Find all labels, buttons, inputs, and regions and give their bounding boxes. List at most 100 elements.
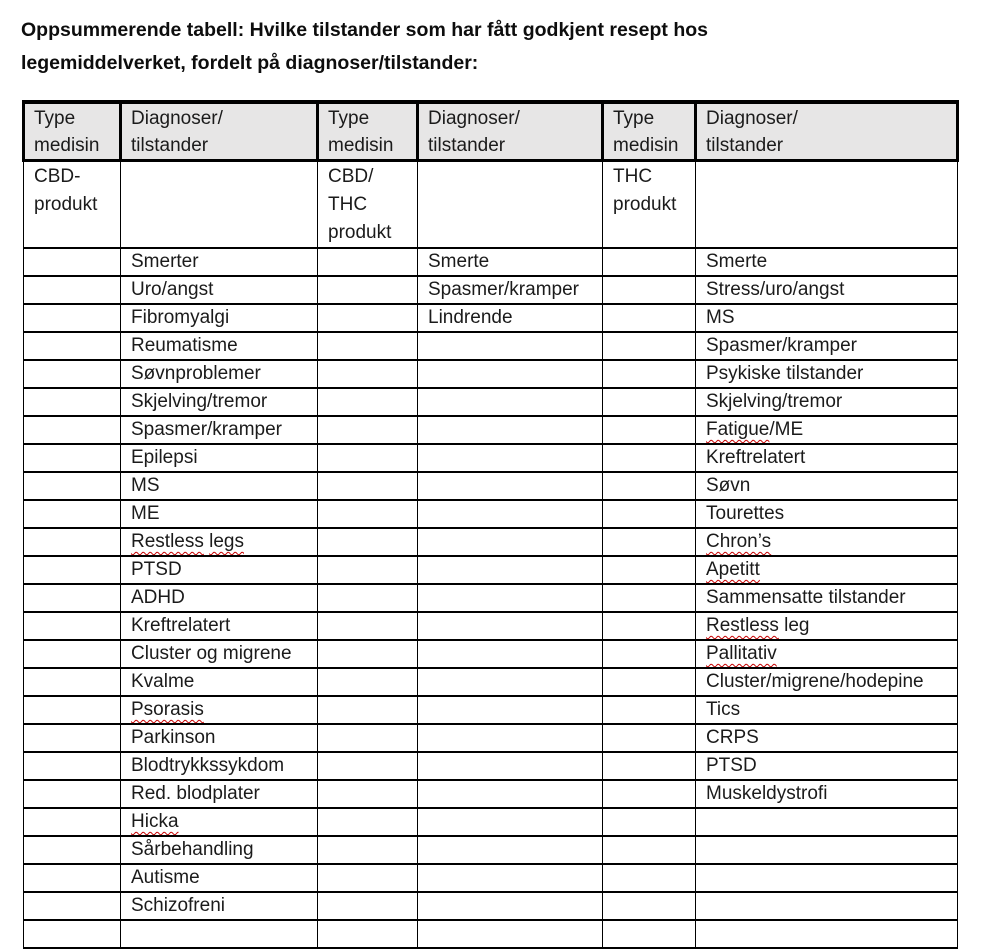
misspelled-text: legs [209, 531, 244, 552]
diagnosis-text: Fibromyalgi [131, 307, 230, 328]
misspelled-text: Fatigue [706, 419, 770, 440]
empty-cell [317, 471, 418, 501]
empty-cell [602, 555, 696, 585]
empty-cell [23, 863, 121, 893]
empty-cell [417, 667, 603, 697]
empty-cell [417, 611, 603, 641]
diagnosis-text: Smerter [131, 251, 199, 272]
empty-cell [317, 359, 418, 389]
diagnosis-cell: Psorasis [120, 695, 318, 725]
empty-cell [417, 555, 603, 585]
empty-cell [417, 387, 603, 417]
diagnosis-cell: Schizofreni [120, 891, 318, 921]
diagnosis-cell: Tics [695, 695, 958, 725]
diagnosis-text: Red. blodplater [131, 783, 260, 804]
diagnosis-cell: Lindrende [417, 303, 603, 333]
empty-cell [602, 303, 696, 333]
table-row: Spasmer/kramper Fatigue/ME [23, 415, 958, 445]
diagnosis-cell: Sammensatte tilstander [695, 583, 958, 613]
misspelled-text: Hicka [131, 811, 179, 832]
diagnosis-text: ADHD [131, 587, 185, 608]
diagnosis-text: /ME [769, 419, 804, 440]
empty-cell [417, 695, 603, 725]
diagnosis-cell: Blodtrykkssykdom [120, 751, 318, 781]
diagnosis-cell: Søvn [695, 471, 958, 501]
empty-cell [23, 471, 121, 501]
empty-cell [602, 919, 696, 949]
diagnosis-text: Muskeldystrofi [706, 783, 828, 804]
diagnosis-text: Kvalme [131, 671, 195, 692]
empty-cell [317, 583, 418, 613]
empty-cell [317, 639, 418, 669]
column-header: Diagnoser/ tilstander [416, 100, 604, 162]
empty-cell [317, 387, 418, 417]
empty-cell [602, 471, 696, 501]
diagnosis-text: Uro/angst [131, 279, 214, 300]
column-header: Type medisin [316, 100, 419, 162]
diagnosis-text: Blodtrykkssykdom [131, 755, 285, 776]
diagnosis-cell: Uro/angst [120, 275, 318, 305]
empty-cell [417, 863, 603, 893]
empty-cell [23, 695, 121, 725]
empty-cell [317, 835, 418, 865]
diagnosis-text: Parkinson [131, 727, 216, 748]
diagnosis-text: Lindrende [428, 307, 513, 328]
empty-cell [602, 751, 696, 781]
diagnosis-cell: Restless leg [695, 611, 958, 641]
diagnosis-cell: ADHD [120, 583, 318, 613]
table-row: Cluster og migrene Pallitativ [23, 639, 958, 669]
diagnosis-cell: Skjelving/tremor [695, 387, 958, 417]
table-row: PTSD Apetitt [23, 555, 958, 585]
empty-cell [602, 835, 696, 865]
diagnosis-cell: Chron’s [695, 527, 958, 557]
diagnosis-text: Tics [706, 699, 741, 720]
diagnosis-cell: Red. blodplater [120, 779, 318, 809]
empty-cell [317, 667, 418, 697]
empty-cell [23, 835, 121, 865]
diagnosis-cell: Autisme [120, 863, 318, 893]
empty-cell [23, 891, 121, 921]
diagnosis-cell: Smerter [120, 247, 318, 277]
column-header: Diagnoser/ tilstander [119, 100, 319, 162]
empty-cell [602, 583, 696, 613]
empty-cell [602, 723, 696, 753]
misspelled-text: Apetitt [706, 559, 760, 580]
misspelled-text: Psorasis [131, 699, 204, 720]
empty-cell [417, 331, 603, 361]
empty-cell [417, 891, 603, 921]
empty-cell [317, 555, 418, 585]
empty-cell [602, 863, 696, 893]
diagnosis-cell: Kreftrelatert [695, 443, 958, 473]
empty-cell [23, 443, 121, 473]
empty-cell [23, 331, 121, 361]
diagnosis-text: Sårbehandling [131, 839, 254, 860]
empty-cell [23, 415, 121, 445]
diagnosis-cell: Cluster og migrene [120, 639, 318, 669]
diagnosis-cell: Spasmer/kramper [417, 275, 603, 305]
diagnosis-cell: MS [120, 471, 318, 501]
table-row: Smerter Smerte Smerte [23, 247, 958, 277]
diagnosis-cell: CRPS [695, 723, 958, 753]
medicine-type-cell: CBD/ THC produkt [317, 159, 418, 249]
table-row: Uro/angst Spasmer/kramper Stress/uro/angst [23, 275, 958, 305]
empty-cell [417, 499, 603, 529]
diagnosis-text: PTSD [706, 755, 757, 776]
empty-cell [317, 303, 418, 333]
medicine-type-row: CBD- produkt CBD/ THC produkt THC produkt [23, 159, 958, 249]
empty-cell [23, 359, 121, 389]
empty-cell [695, 807, 958, 837]
diagnosis-cell: Muskeldystrofi [695, 779, 958, 809]
table-row: Parkinson CRPS [23, 723, 958, 753]
empty-cell [602, 415, 696, 445]
empty-cell [695, 835, 958, 865]
table-row: Søvnproblemer Psykiske tilstander [23, 359, 958, 389]
diagnosis-cell: Parkinson [120, 723, 318, 753]
diagnosis-cell: Fibromyalgi [120, 303, 318, 333]
table-row: Fibromyalgi Lindrende MS [23, 303, 958, 333]
empty-cell [23, 499, 121, 529]
empty-cell [317, 891, 418, 921]
empty-cell [417, 583, 603, 613]
diagnosis-cell: Cluster/migrene/hodepine [695, 667, 958, 697]
diagnosis-text: leg [778, 615, 810, 636]
